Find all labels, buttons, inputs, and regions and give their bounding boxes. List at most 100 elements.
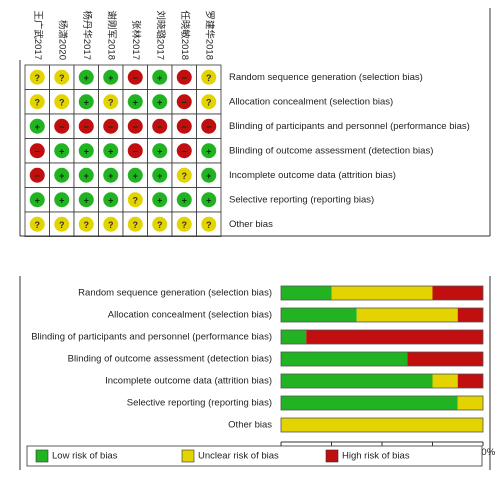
judgement-symbol: ? — [133, 220, 139, 230]
judgement-dot-low — [176, 192, 192, 208]
domain-label: Blinding of participants and personnel (… — [229, 121, 470, 132]
judgement-dot-low — [152, 94, 168, 110]
judgement-dot-high — [176, 69, 192, 85]
domain-label: Blinding of outcome assessment (detectio… — [229, 145, 433, 156]
judgement-symbol: ? — [59, 97, 65, 107]
judgement-dot-unclear — [103, 216, 119, 232]
judgement-symbol: + — [108, 73, 113, 83]
bar-segment-high — [457, 308, 483, 322]
judgement-dot-low — [103, 69, 119, 85]
judgement-symbol: + — [133, 97, 138, 107]
judgement-dot-high — [127, 143, 143, 159]
grid-cell — [147, 89, 173, 115]
study-label: 王广武2017 — [32, 10, 44, 60]
bar-category-label: Allocation concealment (selection bias) — [108, 310, 272, 321]
judgement-symbol: − — [59, 122, 64, 132]
judgement-dot-unclear — [127, 192, 143, 208]
judgement-symbol: ? — [59, 73, 65, 83]
judgement-dot-low — [152, 143, 168, 159]
judgement-dot-low — [201, 192, 217, 208]
judgement-dot-high — [127, 118, 143, 134]
bar-category-label: Blinding of participants and personnel (… — [31, 332, 272, 343]
judgement-symbol: + — [157, 146, 162, 156]
judgement-symbol: + — [108, 146, 113, 156]
bar-category-label: Incomplete outcome data (attrition bias) — [105, 376, 272, 387]
judgement-symbol: + — [84, 73, 89, 83]
risk-of-bias-graph: Random sequence generation (selection bi… — [19, 276, 496, 470]
judgement-symbol: + — [206, 195, 211, 205]
bar-segment-high — [306, 330, 483, 344]
judgement-dot-low — [54, 167, 70, 183]
judgement-symbol: ? — [133, 195, 139, 205]
judgement-dot-low — [152, 192, 168, 208]
stacked-bars — [280, 285, 484, 433]
judgement-dot-low — [103, 167, 119, 183]
judgement-symbol: + — [157, 195, 162, 205]
judgement-dot-low — [201, 167, 217, 183]
judgement-dot-high — [29, 167, 45, 183]
judgement-dot-low — [78, 69, 94, 85]
domain-label: Allocation concealment (selection bias) — [229, 96, 393, 107]
judgement-symbol: + — [84, 171, 89, 181]
judgement-dot-low — [78, 143, 94, 159]
judgement-dot-high — [176, 143, 192, 159]
judgement-symbol: ? — [108, 220, 114, 230]
judgement-symbol: − — [182, 97, 187, 107]
study-label: 谢刚军2018 — [105, 10, 117, 60]
bar-category-label: Other bias — [228, 420, 272, 431]
judgement-symbol: ? — [35, 73, 41, 83]
bar-segment-low — [281, 396, 458, 410]
bar-segment-unclear — [432, 374, 458, 388]
judgement-symbol: − — [35, 171, 40, 181]
judgement-dot-unclear — [54, 69, 70, 85]
bar-category-label: Blinding of outcome assessment (detectio… — [68, 354, 272, 365]
bar-segment-unclear — [457, 396, 483, 410]
judgement-symbol: + — [108, 171, 113, 181]
bar-segment-unclear — [356, 308, 458, 322]
judgement-symbol: + — [84, 97, 89, 107]
bar-segment-high — [432, 286, 483, 300]
judgement-dot-high — [103, 118, 119, 134]
judgement-dot-unclear — [201, 216, 217, 232]
bar-segment-low — [281, 286, 332, 300]
judgement-symbol: + — [35, 195, 40, 205]
judgement-dot-unclear — [152, 216, 168, 232]
judgement-dot-high — [201, 118, 217, 134]
legend-swatch-high — [325, 449, 339, 463]
judgement-dot-low — [78, 167, 94, 183]
judgement-symbol: ? — [35, 220, 41, 230]
judgement-dot-unclear — [176, 167, 192, 183]
judgement-dot-high — [29, 143, 45, 159]
grid-cell — [196, 64, 222, 90]
judgement-symbol: + — [157, 73, 162, 83]
judgement-dot-high — [152, 118, 168, 134]
judgement-symbol: − — [84, 122, 89, 132]
judgement-symbol: + — [206, 171, 211, 181]
judgement-symbol: + — [59, 171, 64, 181]
judgement-dot-low — [78, 94, 94, 110]
judgement-dot-low — [201, 143, 217, 159]
judgement-symbol: − — [133, 73, 138, 83]
judgement-symbol: − — [108, 122, 113, 132]
risk-of-bias-summary: 王广武2017 杨潇2020 杨丹华2017 谢刚军2018 张林2017 刘晓璐2017… — [19, 8, 491, 237]
domain-label: Selective reporting (reporting bias) — [229, 194, 374, 205]
legend-label: High risk of bias — [342, 451, 410, 462]
bar-segment-low — [281, 374, 433, 388]
judgement-dot-low — [152, 69, 168, 85]
judgement-dot-high — [54, 118, 70, 134]
study-label: 罗建华2018 — [203, 10, 215, 60]
judgement-symbol: ? — [182, 220, 188, 230]
judgement-dot-unclear — [29, 69, 45, 85]
bar-segment-low — [281, 352, 408, 366]
domain-label: Incomplete outcome data (attrition bias) — [229, 170, 396, 181]
legend-label: Unclear risk of bias — [198, 451, 279, 462]
bar-category-labels: Random sequence generation (selection bi… — [31, 288, 272, 431]
judgement-symbol: + — [182, 195, 187, 205]
bar-outline — [280, 373, 484, 389]
judgement-dot-low — [29, 192, 45, 208]
judgement-symbol: − — [182, 122, 187, 132]
judgement-symbol: + — [35, 122, 40, 132]
judgement-dot-low — [103, 143, 119, 159]
judgement-dot-unclear — [78, 216, 94, 232]
legend-swatch-unclear — [181, 449, 195, 463]
